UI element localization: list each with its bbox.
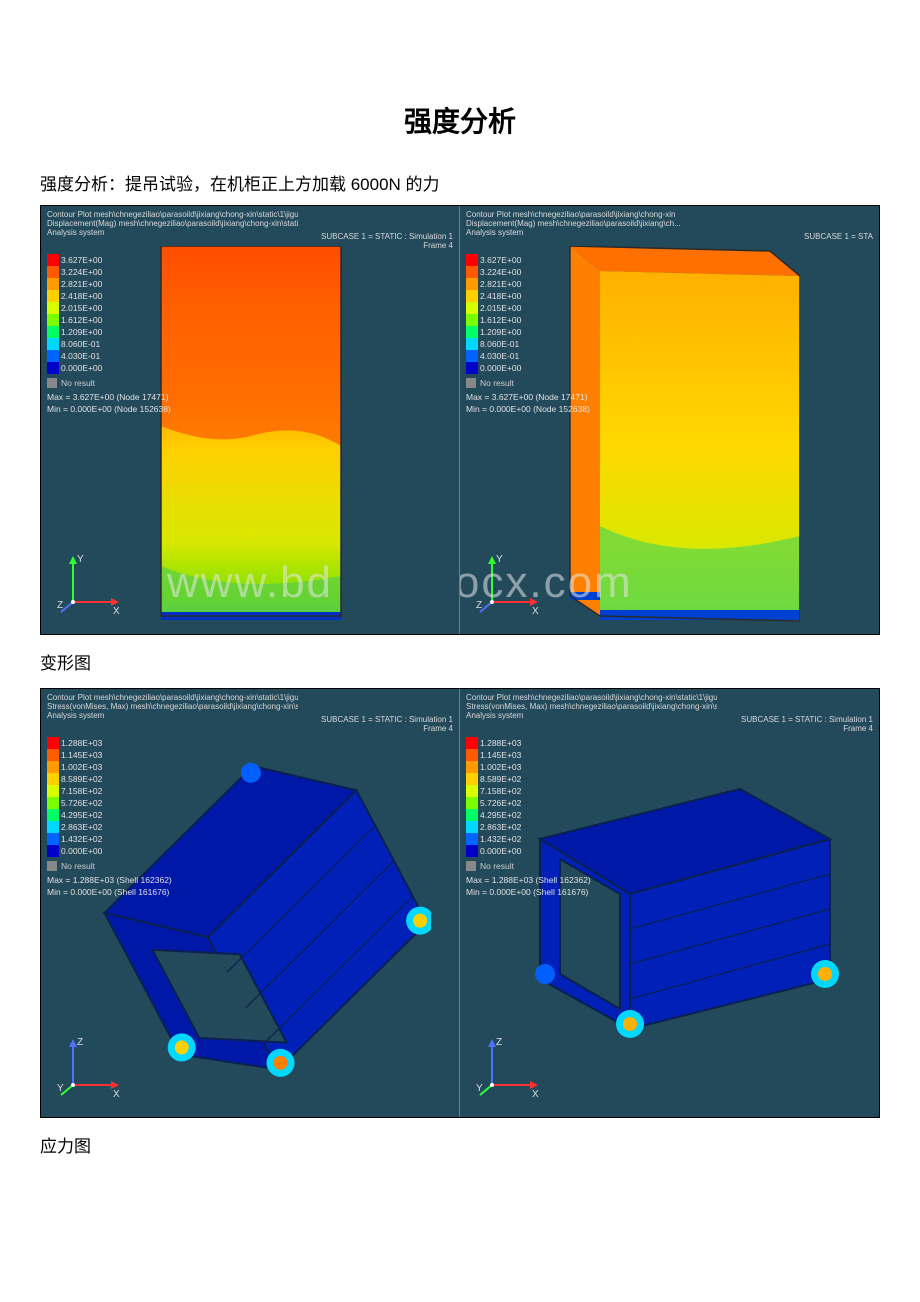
fem-model <box>151 246 351 626</box>
svg-text:Y: Y <box>57 1083 64 1094</box>
axis-triad: Y X Z <box>474 550 544 620</box>
svg-text:Z: Z <box>57 600 63 611</box>
svg-text:X: X <box>113 606 120 617</box>
simulation-label: SUBCASE 1 = STA <box>804 232 873 241</box>
svg-text:X: X <box>532 606 539 617</box>
displacement-plot-left: Contour Plot mesh\chnegeziliao\parasoild… <box>41 206 460 634</box>
color-legend: 1.288E+031.145E+031.002E+038.589E+027.15… <box>47 737 172 897</box>
plot-header: Contour Plot mesh\chnegeziliao\parasoild… <box>47 693 298 721</box>
displacement-plot-right: Contour Plot mesh\chnegeziliao\parasoild… <box>460 206 879 634</box>
svg-text:Y: Y <box>476 1083 483 1094</box>
simulation-label: SUBCASE 1 = STATIC : Simulation 1 Frame … <box>321 715 453 733</box>
plot-header: Contour Plot mesh\chnegeziliao\parasoild… <box>47 210 298 238</box>
stress-plot-right: Contour Plot mesh\chnegeziliao\parasoild… <box>460 689 879 1117</box>
description: 强度分析：提吊试验，在机柜正上方加载 6000N 的力 <box>40 170 880 195</box>
simulation-label: SUBCASE 1 = STATIC : Simulation 1 Frame … <box>741 715 873 733</box>
stress-figure-row: Contour Plot mesh\chnegeziliao\parasoild… <box>40 688 880 1118</box>
plot-header: Contour Plot mesh\chnegeziliao\parasoild… <box>466 210 681 238</box>
stress-plot-left: Contour Plot mesh\chnegeziliao\parasoild… <box>41 689 460 1117</box>
color-legend: 1.288E+031.145E+031.002E+038.589E+027.15… <box>466 737 591 897</box>
axis-triad: Y X Z <box>55 550 125 620</box>
svg-text:Y: Y <box>77 554 84 565</box>
plot-header: Contour Plot mesh\chnegeziliao\parasoild… <box>466 693 717 721</box>
svg-text:Z: Z <box>77 1037 83 1048</box>
svg-text:Y: Y <box>496 554 503 565</box>
simulation-label: SUBCASE 1 = STATIC : Simulation 1 Frame … <box>321 232 453 250</box>
axis-triad: Z X Y <box>474 1033 544 1103</box>
axis-triad: Z X Y <box>55 1033 125 1103</box>
svg-text:X: X <box>532 1089 539 1100</box>
color-legend: 3.627E+003.224E+002.821E+002.418E+002.01… <box>47 254 171 414</box>
svg-text:X: X <box>113 1089 120 1100</box>
displacement-figure-row: Contour Plot mesh\chnegeziliao\parasoild… <box>40 205 880 635</box>
color-legend: 3.627E+003.224E+002.821E+002.418E+002.01… <box>466 254 590 414</box>
svg-text:Z: Z <box>496 1037 502 1048</box>
caption-stress: 应力图 <box>40 1132 880 1157</box>
svg-text:Z: Z <box>476 600 482 611</box>
caption-deformation: 变形图 <box>40 649 880 674</box>
page-title: 强度分析 <box>40 100 880 140</box>
